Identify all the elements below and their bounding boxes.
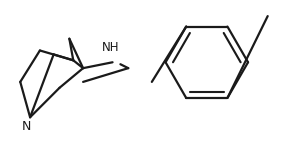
Text: NH: NH	[102, 41, 119, 54]
Text: N: N	[21, 120, 31, 133]
